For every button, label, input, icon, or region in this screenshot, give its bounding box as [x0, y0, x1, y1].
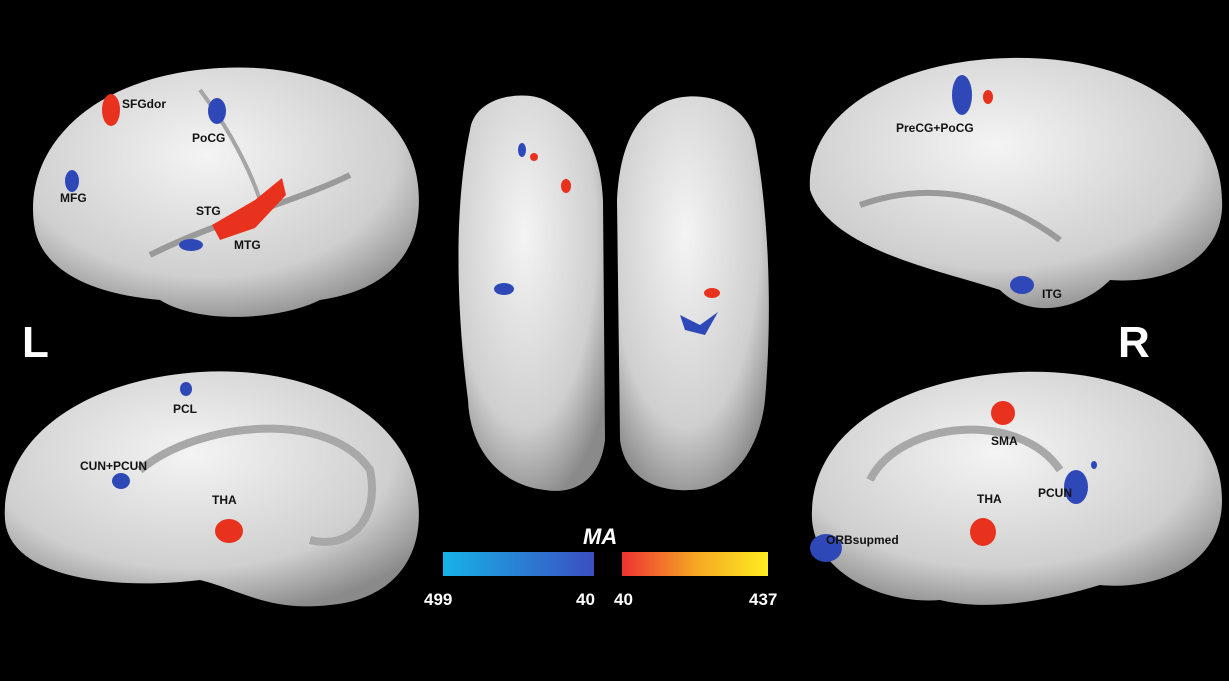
left-hemisphere-label: L	[22, 318, 49, 367]
colorbar-tick: 40	[576, 590, 595, 609]
region-label: MFG	[60, 191, 87, 205]
region-label: PCUN	[1038, 486, 1073, 500]
blob-right-precentral	[983, 90, 993, 104]
blob-itg	[1010, 276, 1034, 294]
blob-pcun	[1064, 470, 1088, 504]
colorbar-negative	[443, 552, 594, 576]
blob-orbsupmed	[810, 534, 842, 562]
left-medial-surface	[4, 371, 419, 607]
region-label: ORBsupmed	[826, 533, 899, 547]
blob-right-tha	[970, 518, 996, 546]
right-medial-surface	[811, 371, 1222, 605]
colorbar-tick: 499	[424, 590, 453, 609]
region-label: THA	[212, 493, 237, 507]
colorbar-positive	[622, 552, 768, 576]
colorbar-title: MA	[583, 524, 618, 549]
region-label: PCL	[173, 402, 197, 416]
region-label: ITG	[1042, 287, 1062, 301]
blob-stg-mtg	[212, 178, 286, 240]
colorbar-tick: 437	[749, 590, 778, 609]
blob-left-tha	[215, 519, 243, 543]
blob-pocg	[208, 98, 226, 124]
blob-sfgdor	[102, 94, 120, 126]
dorsal-surface	[458, 95, 769, 491]
region-label: SMA	[991, 434, 1018, 448]
blob-sma	[991, 401, 1015, 425]
region-label: SFGdor	[122, 97, 166, 111]
region-label: STG	[196, 204, 221, 218]
region-label: MTG	[234, 238, 261, 252]
blob-left-temporal	[179, 239, 203, 251]
region-label: PreCG+PoCG	[896, 121, 974, 135]
colorbar-tick: 40	[614, 590, 633, 609]
right-hemisphere-label: R	[1118, 318, 1150, 367]
blob-precg-pocg	[952, 75, 972, 115]
blob-mfg	[65, 170, 79, 192]
left-lateral-surface	[32, 67, 419, 317]
region-label: THA	[977, 492, 1002, 506]
region-label: PoCG	[192, 131, 226, 145]
right-lateral-surface	[809, 57, 1223, 309]
activation-blobs	[65, 75, 1097, 562]
blob-cun-pcun	[112, 473, 130, 489]
blob-pcl	[180, 382, 192, 396]
region-label: CUN+PCUN	[80, 459, 148, 473]
